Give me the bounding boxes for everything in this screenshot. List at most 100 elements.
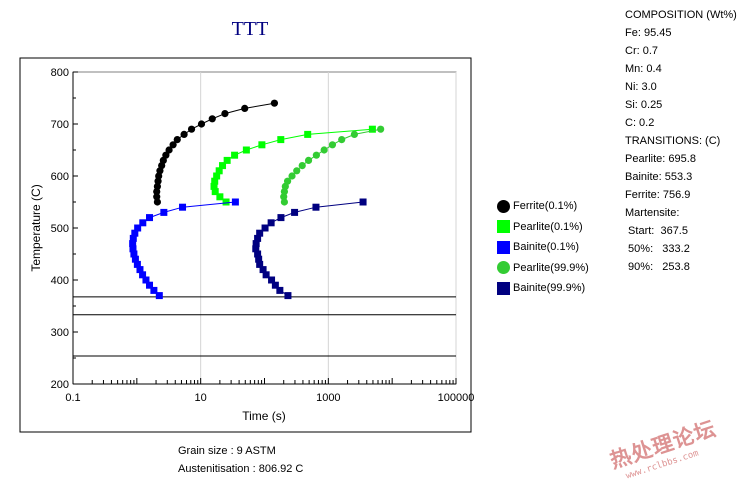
data-point	[304, 130, 312, 138]
transition-ferrite: Ferrite: 756.9	[625, 189, 691, 201]
legend-item: Bainite(0.1%)	[497, 237, 589, 258]
data-point	[284, 292, 292, 300]
legend-item: Ferrite(0.1%)	[497, 196, 589, 217]
legend-label: Bainite(99.9%)	[513, 282, 586, 295]
data-point	[211, 188, 219, 196]
austenitisation: Austenitisation : 806.92 C	[178, 463, 304, 475]
data-point	[293, 167, 301, 175]
data-point	[254, 234, 262, 242]
data-point	[155, 292, 163, 300]
data-point	[187, 125, 196, 133]
y-tick-label: 800	[51, 67, 69, 79]
data-point	[150, 286, 158, 294]
composition-c: C: 0.2	[625, 117, 655, 129]
martensite-header: Martensite:	[625, 207, 680, 219]
legend-label: Pearlite(99.9%)	[513, 261, 589, 274]
x-tick-label: 10	[195, 392, 207, 404]
data-point	[368, 125, 376, 133]
legend-item: Pearlite(0.1%)	[497, 217, 589, 238]
data-point	[241, 104, 249, 112]
data-point	[231, 151, 239, 159]
data-point	[231, 198, 239, 206]
y-axis-label: Temperature (C)	[29, 184, 43, 271]
data-point	[129, 240, 137, 248]
data-point	[142, 276, 150, 284]
data-point	[134, 224, 142, 232]
data-point	[223, 156, 231, 164]
legend-marker	[497, 199, 510, 213]
legend-label: Pearlite(0.1%)	[513, 220, 583, 233]
data-point	[165, 146, 173, 154]
data-point	[359, 198, 367, 206]
series-Pearlite(0.1%)	[210, 125, 376, 206]
data-point	[277, 136, 285, 144]
grain-size: Grain size : 9 ASTM	[178, 445, 276, 457]
info-panel: COMPOSITION (Wt%) Fe: 95.45 Cr: 0.7 Mn: …	[625, 6, 737, 276]
martensite-start: Start: 367.5	[625, 225, 688, 237]
data-point	[242, 146, 250, 154]
data-point	[256, 260, 264, 268]
data-point	[130, 250, 138, 258]
data-point	[271, 281, 279, 289]
legend-marker	[497, 261, 510, 275]
legend-marker	[497, 281, 510, 295]
data-point	[304, 156, 313, 164]
data-point	[146, 281, 154, 289]
data-point	[210, 182, 218, 190]
data-point	[255, 255, 263, 263]
x-axis-label: Time (s)	[242, 409, 286, 423]
series-Ferrite(0.1%)	[153, 99, 279, 206]
data-point	[252, 245, 260, 253]
data-point	[276, 286, 284, 294]
data-point	[291, 208, 299, 216]
composition-header: COMPOSITION (Wt%)	[625, 9, 737, 21]
data-point	[338, 136, 346, 144]
transition-bainite: Bainite: 553.3	[625, 171, 693, 183]
data-point	[298, 162, 306, 170]
data-point	[213, 172, 221, 180]
data-point	[277, 214, 285, 222]
data-point	[208, 115, 216, 123]
composition-cr: Cr: 0.7	[625, 45, 659, 57]
data-point	[222, 198, 230, 206]
data-point	[312, 151, 320, 159]
data-point	[146, 214, 154, 222]
data-point	[131, 255, 139, 263]
legend-label: Ferrite(0.1%)	[513, 200, 578, 213]
data-point	[267, 219, 275, 227]
data-point	[215, 167, 223, 175]
data-point	[221, 110, 229, 118]
martensite-50: 50%: 333.2	[625, 243, 690, 255]
data-point	[131, 229, 139, 237]
y-tick-label: 200	[51, 379, 69, 391]
data-point	[160, 208, 168, 216]
data-point	[139, 219, 147, 227]
data-point	[136, 266, 144, 274]
y-tick-label: 600	[51, 171, 69, 183]
data-point	[173, 136, 181, 144]
x-tick-label: 1000	[316, 392, 340, 404]
data-point	[129, 234, 137, 242]
data-point	[261, 224, 269, 232]
legend-marker	[497, 220, 510, 234]
data-point	[162, 151, 170, 159]
axes: 0.1 10 1000 100000 200 300 400 500 600 700 800	[51, 67, 475, 404]
data-point	[256, 229, 264, 237]
data-point	[252, 240, 260, 248]
data-point	[179, 203, 187, 211]
data-point	[258, 141, 266, 149]
composition-ni: Ni: 3.0	[625, 81, 657, 93]
data-point	[270, 99, 279, 107]
series-Bainite(99.9%)	[252, 198, 367, 300]
ttt-chart: 0.1 10 1000 100000 200 300 400 500 600 700 800 Tim…	[19, 57, 475, 433]
data-point	[211, 177, 219, 185]
chart-title: TTT	[231, 18, 269, 40]
data-point	[254, 250, 262, 258]
data-point	[259, 266, 267, 274]
data-point	[328, 141, 337, 149]
legend: Ferrite(0.1%) Pearlite(0.1%) Bainite(0.1…	[497, 196, 589, 299]
transitions-header: TRANSITIONS: (C)	[625, 135, 721, 147]
series-Bainite(0.1%)	[129, 198, 239, 300]
y-tick-label: 700	[51, 119, 69, 131]
composition-fe: Fe: 95.45	[625, 27, 672, 39]
